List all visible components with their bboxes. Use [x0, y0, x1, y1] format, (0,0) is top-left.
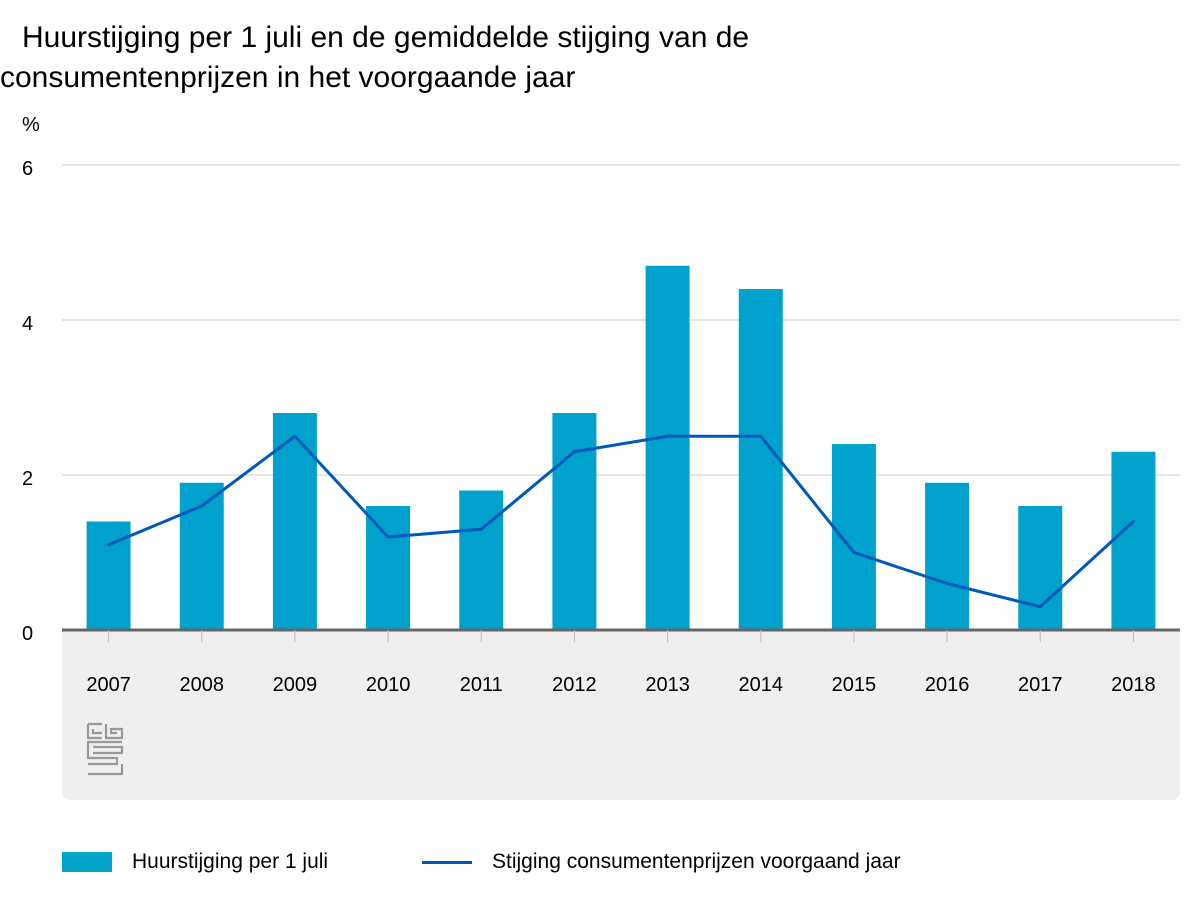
- line-point: [759, 434, 763, 438]
- line-point: [1131, 520, 1135, 523]
- legend-swatch-line: [422, 860, 472, 864]
- x-tick-label: 2011: [460, 674, 503, 696]
- x-tick-label: 2008: [180, 674, 225, 696]
- bar: [1111, 451, 1156, 630]
- legend-swatch-bars: [62, 852, 112, 872]
- bar: [645, 265, 690, 630]
- y-tick-label: 4: [22, 313, 33, 335]
- x-tick-label: 2009: [273, 674, 318, 696]
- x-tick-label: 2007: [86, 674, 131, 696]
- bar: [552, 413, 597, 630]
- x-tick-label: 2016: [925, 674, 970, 696]
- x-tick-label: 2015: [832, 674, 877, 696]
- line-point: [479, 527, 483, 531]
- bar: [925, 482, 970, 630]
- y-tick-label: 0: [22, 623, 33, 645]
- line-point: [1038, 605, 1042, 609]
- bar: [831, 444, 876, 630]
- line-point: [200, 504, 204, 508]
- x-tick-label: 2012: [552, 674, 597, 696]
- line-point: [945, 582, 949, 585]
- cbs-logo: [86, 722, 124, 776]
- chart-title-line-1: Huurstijging per 1 juli en de gemiddelde…: [22, 21, 750, 54]
- x-tick-label: 2018: [1111, 674, 1156, 696]
- chart-title-line-2: consumentenprijzen in het voorgaande jaa…: [0, 61, 576, 94]
- y-tick-label: 2: [22, 468, 33, 490]
- x-tick-label: 2013: [645, 674, 690, 696]
- x-tick-label: 2010: [366, 674, 411, 696]
- legend-label-bars: Huurstijging per 1 juli: [132, 850, 329, 873]
- bar: [459, 490, 504, 630]
- bar: [738, 289, 783, 630]
- y-tick-labels: 0 2 4 6: [22, 158, 33, 645]
- line-point: [386, 535, 390, 539]
- line-point: [666, 434, 670, 438]
- y-axis-label: %: [22, 114, 40, 136]
- line-point: [107, 543, 111, 547]
- x-tick-label: 2017: [1018, 674, 1063, 696]
- grid-lines: [62, 164, 1180, 476]
- bar: [272, 413, 317, 630]
- bar: [366, 506, 411, 630]
- cpi-line: [108, 434, 1135, 609]
- x-tick-labels: 2007 2008 2009 2010 2011 2012 2013 2014 2015 2016…: [86, 630, 1156, 696]
- legend-item-line: Stijging consumentenprijzen voorgaand ja…: [422, 842, 901, 882]
- line-point: [852, 551, 856, 554]
- y-tick-label: 6: [22, 158, 33, 180]
- line-point: [572, 450, 576, 454]
- bar: [1018, 506, 1063, 630]
- chart-title: Huurstijging per 1 juli en de gemiddelde…: [0, 18, 900, 98]
- legend-item-bars: Huurstijging per 1 juli: [62, 842, 328, 882]
- line-point: [293, 434, 297, 438]
- legend-label-line: Stijging consumentenprijzen voorgaand ja…: [492, 850, 901, 873]
- line-series: [107, 434, 1135, 609]
- x-axis-panel: [62, 630, 1180, 800]
- x-tick-label: 2014: [739, 674, 784, 696]
